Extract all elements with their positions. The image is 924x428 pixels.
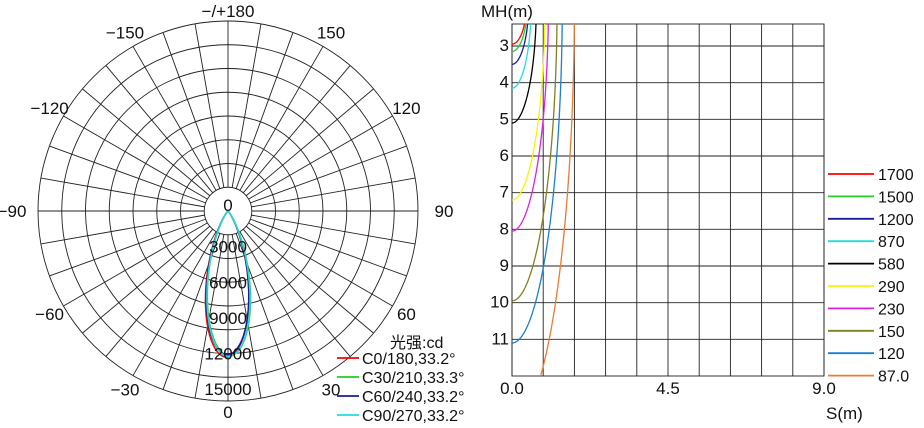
polar-angle-label: −/+180 <box>202 2 255 21</box>
polar-grid-spoke <box>239 46 324 191</box>
isolux-y-tick-label: 10 <box>490 293 509 312</box>
isolux-legend-label: 1200 <box>878 212 914 229</box>
polar-grid-spoke <box>40 214 205 245</box>
polar-grid-spoke <box>231 23 262 188</box>
isolux-curve-8 <box>512 24 563 344</box>
polar-grid-spoke <box>242 65 351 194</box>
isolux-curve-6 <box>512 24 549 232</box>
polar-radial-tick-label: 9000 <box>209 309 247 328</box>
polar-radial-tick-label: 15000 <box>204 380 251 399</box>
isolux-y-axis-label: MH(m) <box>481 2 533 21</box>
polar-radial-tick-label: 6000 <box>209 273 247 292</box>
polar-legend-label: C30/210,33.3° <box>362 370 464 387</box>
polar-grid-spoke <box>251 177 416 208</box>
isolux-legend-label: 580 <box>878 257 905 274</box>
isolux-legend-label: 1500 <box>878 189 914 206</box>
polar-grid-spoke <box>248 222 393 307</box>
polar-grid-spoke <box>250 218 407 277</box>
isolux-y-tick-label: 6 <box>500 146 509 165</box>
polar-grid-spoke <box>245 88 374 197</box>
isolux-curve-7 <box>512 24 558 302</box>
polar-angle-label: 150 <box>317 24 345 43</box>
isolux-legend-label: 150 <box>878 324 905 341</box>
isolux-legend-label: 87.0 <box>878 369 909 386</box>
isolux-y-tick-label: 8 <box>500 219 509 238</box>
isolux-grid-frame <box>511 23 825 377</box>
polar-grid-spoke <box>49 218 206 277</box>
isolux-x-tick-label: 4.5 <box>656 379 680 398</box>
polar-grid-spoke <box>239 231 324 376</box>
polar-grid-spoke <box>63 115 208 200</box>
polar-radial-tick-label: 0 <box>223 196 232 215</box>
isolux-x-tick-label: 0.0 <box>500 379 524 398</box>
isolux-curve-5 <box>512 24 546 201</box>
polar-angle-label: −150 <box>106 24 144 43</box>
polar-angle-label: 120 <box>392 99 420 118</box>
polar-grid-spoke <box>40 177 205 208</box>
polar-unit-label: 光强:cd <box>390 334 443 352</box>
polar-grid-spoke <box>132 231 217 376</box>
polar-grid-spoke <box>105 228 214 357</box>
polar-grid-spoke <box>250 145 407 204</box>
polar-grid-spoke <box>132 46 217 191</box>
isolux-legend-label: 1700 <box>878 167 914 184</box>
isolux-x-axis-label: S(m) <box>826 404 863 423</box>
isolux-curve-0 <box>512 24 526 45</box>
polar-grid-spoke <box>235 32 294 189</box>
polar-angle-label: −120 <box>30 99 68 118</box>
isolux-legend-label: 290 <box>878 279 905 296</box>
polar-angle-label: −90 <box>0 202 26 221</box>
isolux-curves <box>512 24 575 376</box>
polar-grid-spoke <box>63 222 208 307</box>
isolux-legend-label: 870 <box>878 234 905 251</box>
isolux-y-tick-label: 3 <box>500 36 509 55</box>
isolux-curve-3 <box>512 24 532 89</box>
isolux-curve-1 <box>512 24 527 53</box>
polar-angle-label: 60 <box>397 305 416 324</box>
isolux-x-tick-label: 9.0 <box>812 379 836 398</box>
polar-grid-spoke <box>251 214 416 245</box>
polar-grid-spoke <box>194 23 225 188</box>
polar-grid-spoke <box>49 145 206 204</box>
isolux-y-tick-label: 7 <box>500 183 509 202</box>
isolux-legend-label: 230 <box>878 301 905 318</box>
polar-angle-label: −30 <box>111 380 140 399</box>
polar-radial-tick-label: 12000 <box>204 345 251 364</box>
polar-grid-spoke <box>82 225 211 334</box>
polar-angle-label: 0 <box>223 403 232 422</box>
polar-grid-spoke <box>231 234 262 399</box>
polar-grid-spoke <box>194 234 225 399</box>
isolux-y-tick-label: 5 <box>500 109 509 128</box>
isolux-legend-label: 120 <box>878 346 905 363</box>
polar-grid-spoke <box>248 115 393 200</box>
polar-grid-spoke <box>162 32 221 189</box>
isolux-y-tick-label: 11 <box>491 329 509 348</box>
isolux-y-tick-label: 9 <box>500 256 509 275</box>
isolux-curve-2 <box>512 24 529 65</box>
polar-angle-label: 30 <box>322 380 341 399</box>
polar-legend-label: C60/240,33.2° <box>362 389 464 406</box>
polar-series-curve-3 <box>206 210 251 358</box>
polar-angle-label: 90 <box>435 202 454 221</box>
polar-grid-spoke <box>245 225 374 334</box>
polar-angle-label: −60 <box>35 305 64 324</box>
isolux-y-tick-label: 4 <box>500 73 509 92</box>
polar-grid-spoke <box>105 65 214 194</box>
polar-grid-spoke <box>82 88 211 197</box>
isolux-curve-4 <box>512 24 537 124</box>
polar-legend-label: C90/270,33.2° <box>362 408 464 425</box>
isolux-curve-9 <box>539 24 575 376</box>
polar-grid-spoke <box>242 228 351 357</box>
polar-radial-tick-label: 3000 <box>209 238 247 257</box>
polar-legend-label: C0/180,33.2° <box>362 351 456 368</box>
